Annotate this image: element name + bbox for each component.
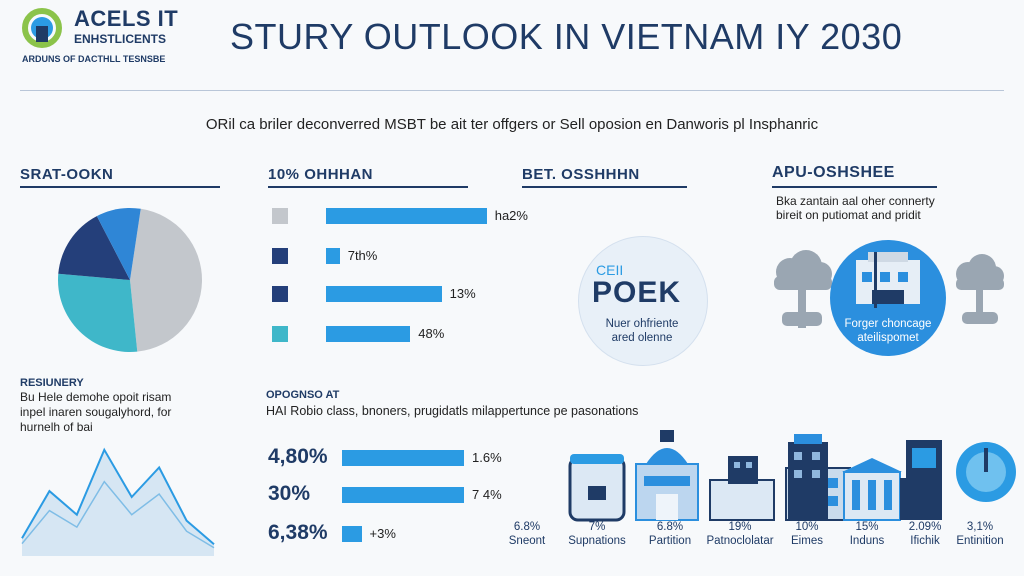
icon-value: 7% bbox=[588, 521, 606, 533]
badge-caption-2: ared olenne bbox=[611, 332, 673, 344]
area-fill bbox=[22, 449, 214, 556]
opp-title: OPOGNSO AT bbox=[266, 389, 340, 401]
pie-slice bbox=[58, 216, 131, 280]
tower-icon bbox=[788, 434, 828, 520]
bar-section-title: 10% OHHHAN bbox=[268, 166, 374, 183]
bar-value-label: 48% bbox=[418, 326, 445, 341]
apu-text-2: bireit on putiomat and pridit bbox=[776, 208, 921, 222]
icon-value: 15% bbox=[855, 521, 879, 533]
area-line-inner bbox=[21, 480, 215, 549]
icon-value: 2.09% bbox=[908, 521, 942, 533]
header-divider bbox=[20, 90, 1004, 91]
tank-icon bbox=[568, 454, 626, 522]
pie-slice bbox=[130, 208, 202, 352]
domed-building-icon bbox=[635, 430, 699, 521]
badge-caption-1: Nuer ohfriente bbox=[605, 318, 679, 330]
icon-label: Eimes bbox=[791, 535, 823, 547]
company-logo-icon bbox=[22, 8, 62, 48]
icon-value: 3,1% bbox=[966, 521, 994, 533]
research-title: RESIUNERY bbox=[20, 377, 84, 389]
page-subtitle: ORil ca briler deconverred MSBT be ait t… bbox=[205, 116, 819, 133]
badge-main-label: POEK bbox=[592, 276, 682, 309]
icon-label: Sneont bbox=[508, 535, 546, 547]
bar-value-label: 13% bbox=[449, 286, 476, 301]
bar-value-label: 7th% bbox=[347, 248, 378, 263]
apu-section-title: APU-OSHSHEE bbox=[772, 164, 895, 181]
icon-label: Patnoclolatar bbox=[706, 535, 774, 547]
pie-chart bbox=[57, 208, 202, 352]
logo-tagline: ARDUNS OF DACTHLL TESNSBE bbox=[22, 54, 166, 64]
fuel-pump-icon bbox=[900, 440, 942, 520]
bar-value-label: ha2% bbox=[494, 208, 528, 223]
bar bbox=[326, 248, 340, 264]
icon-row-illustrations bbox=[568, 430, 1016, 522]
apu-section-rule bbox=[772, 186, 937, 188]
icon-label: Partition bbox=[648, 535, 692, 547]
research-text-3: hurnelh of bai bbox=[20, 420, 93, 434]
badge-section-rule bbox=[522, 186, 687, 188]
bar bbox=[342, 526, 362, 542]
factory-icon bbox=[709, 456, 775, 521]
apu-illustration bbox=[774, 240, 1004, 356]
bar-category-label: 4,80% bbox=[268, 445, 328, 468]
bar-legend-marker bbox=[272, 326, 288, 342]
gauge-icon bbox=[956, 442, 1016, 502]
bar bbox=[326, 286, 442, 302]
icon-value: 10% bbox=[795, 521, 819, 533]
bar-value-label: 7 4% bbox=[472, 487, 502, 502]
badge-section-title: BET. OSSHHHN bbox=[522, 166, 640, 183]
badge-circle bbox=[578, 236, 708, 366]
icon-label: Induns bbox=[849, 535, 885, 547]
apu-text-1: Bka zantain aal oher connerty bbox=[776, 194, 935, 208]
bar bbox=[342, 487, 464, 503]
bar-category-label: 6,38% bbox=[268, 521, 328, 544]
icon-value: 6.8% bbox=[513, 521, 541, 533]
icon-label: Supnations bbox=[568, 535, 626, 547]
bar bbox=[342, 450, 464, 466]
logo-subname: ENHSTLICENTS bbox=[74, 32, 167, 46]
pie-slice bbox=[57, 273, 138, 352]
bar-legend-marker bbox=[272, 208, 288, 224]
logo-name: ACELS IT bbox=[74, 6, 179, 31]
research-text-2: inpel inaren sougalyhord, for bbox=[20, 405, 172, 419]
bar-legend-marker bbox=[272, 248, 288, 264]
bar-value-label: +3% bbox=[369, 526, 396, 541]
pie-section-title: SRAT-OOKN bbox=[20, 166, 114, 183]
bar bbox=[326, 208, 487, 224]
icon-label: Entinition bbox=[956, 535, 1004, 547]
icon-label: Ifichik bbox=[910, 535, 940, 547]
apu-circle-label-2: ateilispomet bbox=[857, 332, 919, 344]
area-line bbox=[21, 447, 215, 545]
research-text-1: Bu Hele demohe opoit risam bbox=[20, 390, 172, 404]
bar bbox=[326, 326, 411, 342]
bar-section-rule bbox=[268, 186, 468, 188]
mountain-area-chart bbox=[21, 447, 215, 556]
bar-legend-marker bbox=[272, 286, 288, 302]
opp-text: HAI Robio class, bnoners, prugidatls mil… bbox=[266, 404, 639, 418]
icon-value: 6.8% bbox=[656, 521, 684, 533]
pie-slice bbox=[96, 208, 141, 280]
icon-value: 19% bbox=[728, 521, 752, 533]
bar-value-label: 1.6% bbox=[472, 450, 502, 465]
bar-category-label: 30% bbox=[268, 482, 311, 505]
apu-circle-label-1: Forger choncage bbox=[844, 318, 932, 330]
pie-section-rule bbox=[20, 186, 220, 188]
badge-small-label: CEII bbox=[596, 262, 624, 278]
bank-icon bbox=[842, 458, 902, 521]
page-title: STURY OUTLOOK IN VIETNAM IY 2030 bbox=[230, 16, 903, 57]
